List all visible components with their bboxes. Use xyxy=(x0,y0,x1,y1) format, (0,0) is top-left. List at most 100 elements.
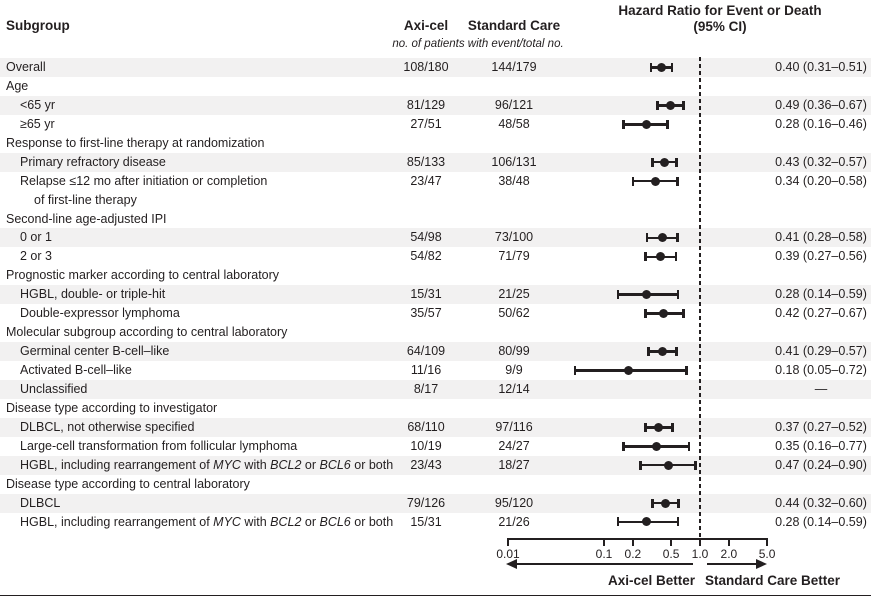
hazard-ratio-value: 0.41 (0.29–0.57) xyxy=(775,344,867,359)
axicel-value: 11/16 xyxy=(410,363,442,378)
row-label: Disease type according to investigator xyxy=(6,400,218,415)
point-estimate-marker xyxy=(654,422,664,432)
ci-lower-cap xyxy=(622,441,625,451)
axicel-value: 81/129 xyxy=(406,97,446,112)
subgroup-row: Relapse ≤12 mo after initiation or compl… xyxy=(0,172,871,210)
standard-care-value: 73/100 xyxy=(494,230,534,245)
ci-lower-cap xyxy=(622,119,625,129)
patients-count-note: no. of patients with event/total no. xyxy=(392,38,564,50)
point-estimate-marker xyxy=(657,62,667,72)
hazard-ratio-value: 0.41 (0.28–0.58) xyxy=(775,230,867,245)
ci-upper-cap xyxy=(682,309,685,319)
axis-tick xyxy=(727,538,730,546)
axicel-value: 8/17 xyxy=(413,381,439,396)
row-label: Overall xyxy=(6,60,46,74)
standard-care-column-header: Standard Care xyxy=(467,18,561,33)
point-estimate-marker xyxy=(650,176,660,186)
axicel-value: 85/133 xyxy=(406,154,446,169)
axis-tick xyxy=(699,538,701,546)
axicel-value: 27/51 xyxy=(410,116,442,131)
subgroup-row: <65 yr 81/129 96/121 0.49 (0.36–0.67) xyxy=(0,95,871,115)
axis-tick-label: 1.0 xyxy=(691,547,709,561)
hazard-ratio-value: 0.39 (0.27–0.56) xyxy=(775,249,867,264)
ci-upper-cap xyxy=(694,460,697,470)
reference-line-hr-1 xyxy=(699,57,701,540)
hazard-ratio-value: 0.40 (0.31–0.51) xyxy=(775,60,867,74)
subgroup-row: 2 or 3 54/82 71/79 0.39 (0.27–0.56) xyxy=(0,247,871,266)
point-estimate-marker xyxy=(659,309,669,319)
subgroup-column-header: Subgroup xyxy=(6,18,70,33)
ci-upper-cap xyxy=(682,100,685,110)
axis-tick-label: 5.0 xyxy=(758,547,776,561)
point-estimate-marker xyxy=(651,441,661,451)
axicel-value: 54/98 xyxy=(410,230,442,245)
axicel-value: 23/47 xyxy=(410,173,442,188)
ci-lower-cap xyxy=(644,422,647,432)
axis-line xyxy=(508,538,767,540)
ci-lower-cap xyxy=(651,157,654,167)
axis-tick-label: 0.5 xyxy=(662,547,680,561)
row-label: DLBCL xyxy=(20,495,61,510)
row-label: Prognostic marker according to central l… xyxy=(6,268,280,283)
ci-upper-cap xyxy=(675,157,678,167)
subgroup-row: Primary refractory disease 85/133 106/131 0… xyxy=(0,152,871,172)
subgroup-row: Activated B-cell–like 11/16 9/9 0.18 (0.05–… xyxy=(0,361,871,380)
subgroup-row: HGBL, including rearrangement of MYC wit… xyxy=(0,455,871,475)
hazard-ratio-title-line2: (95% CI) xyxy=(693,19,747,34)
hazard-ratio-value: 0.28 (0.16–0.46) xyxy=(775,116,867,131)
axicel-better-label: Axi-cel Better xyxy=(607,573,695,588)
category-row: Response to first-line therapy at random… xyxy=(0,134,871,153)
row-label-line2: of first-line therapy xyxy=(34,192,137,207)
axis-tick xyxy=(631,538,634,546)
subgroup-row: Large-cell transformation from follicula… xyxy=(0,437,871,456)
axicel-value: 10/19 xyxy=(410,438,442,453)
row-label: Germinal center B-cell–like xyxy=(20,344,170,359)
row-label: Primary refractory disease xyxy=(20,154,166,169)
row-label: Second-line age-adjusted IPI xyxy=(6,211,167,226)
ci-lower-cap xyxy=(644,309,647,319)
row-label: Response to first-line therapy at random… xyxy=(6,135,265,150)
point-estimate-marker xyxy=(656,252,666,262)
standard-care-value: 96/121 xyxy=(494,97,534,112)
axicel-value: 68/110 xyxy=(407,419,445,434)
ci-upper-cap xyxy=(676,290,680,300)
axicel-value: 64/109 xyxy=(406,344,446,359)
ci-lower-cap xyxy=(616,290,620,300)
standard-care-value: 106/131 xyxy=(491,154,537,169)
standard-care-value: 144/179 xyxy=(491,60,537,74)
ci-upper-cap xyxy=(675,347,678,357)
ci-lower-cap xyxy=(656,100,659,110)
ci-upper-cap xyxy=(675,233,679,243)
axis-tick-label: 0.1 xyxy=(595,547,613,561)
subgroup-row: ≥65 yr 27/51 48/58 0.28 (0.16–0.46) xyxy=(0,115,871,134)
point-estimate-marker xyxy=(665,100,675,110)
row-label: 0 or 1 xyxy=(20,230,52,245)
subgroup-row: Germinal center B-cell–like 64/109 80/99 0.… xyxy=(0,342,871,362)
subgroup-row: HGBL, including rearrangement of MYC wit… xyxy=(0,513,871,532)
subgroup-row: Double-expressor lymphoma 35/57 50/62 0.42 … xyxy=(0,304,871,323)
standard-care-value: 9/9 xyxy=(505,363,523,378)
axicel-value: 15/31 xyxy=(410,514,442,529)
row-label: HGBL, including rearrangement of MYC wit… xyxy=(20,514,394,529)
hazard-ratio-value: 0.28 (0.14–0.59) xyxy=(775,287,867,302)
standard-care-value: 21/25 xyxy=(498,287,530,302)
hazard-ratio-value: 0.47 (0.24–0.90) xyxy=(775,457,867,472)
category-row: Disease type according to investigator xyxy=(0,399,871,418)
standard-care-value: 95/120 xyxy=(494,495,534,510)
ci-upper-cap xyxy=(675,176,679,186)
category-row: Age xyxy=(0,77,871,96)
hazard-ratio-value: 0.18 (0.05–0.72) xyxy=(775,363,867,378)
hazard-ratio-value: 0.49 (0.36–0.67) xyxy=(775,97,867,112)
row-label: <65 yr xyxy=(20,97,56,112)
ci-upper-cap xyxy=(670,62,674,72)
axis-tick-label: 0.01 xyxy=(496,547,520,561)
ci-upper-cap xyxy=(687,441,691,451)
ci-lower-cap xyxy=(649,62,653,72)
row-label: HGBL, double- or triple-hit xyxy=(20,287,166,302)
subgroup-row: 0 or 1 54/98 73/100 0.41 (0.28–0.58) xyxy=(0,228,871,248)
axis-tick xyxy=(670,538,673,546)
subgroup-row: DLBCL 79/126 95/120 0.44 (0.32–0.60) xyxy=(0,493,871,513)
standard-care-better-arrow-shaft xyxy=(707,563,757,566)
axicel-value: 54/82 xyxy=(410,249,442,264)
